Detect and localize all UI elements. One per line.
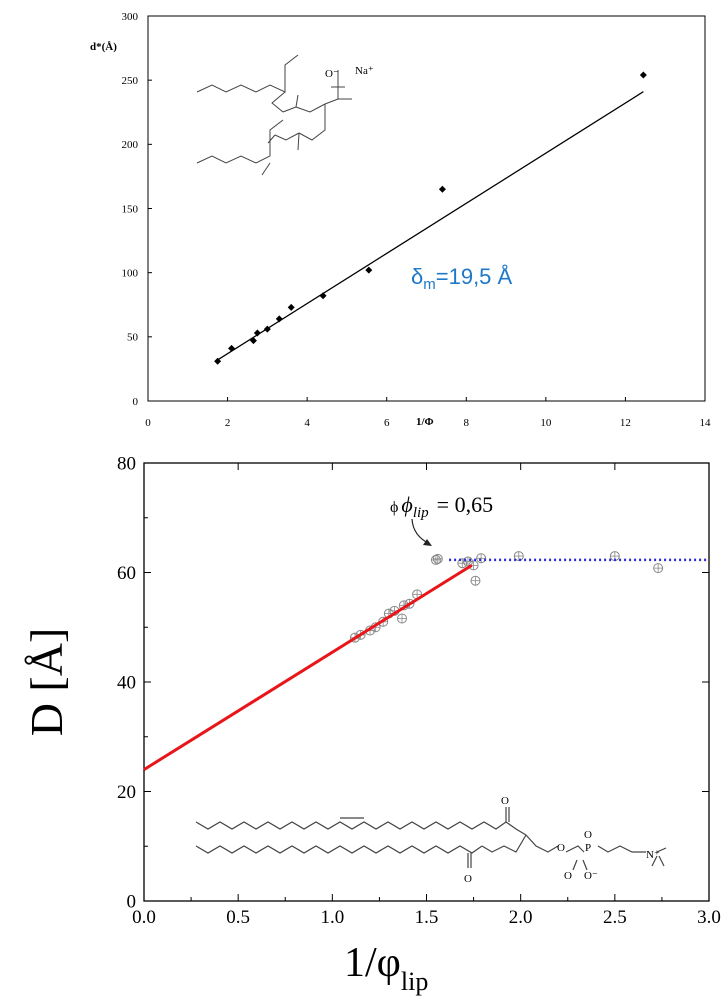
bottom-data-point xyxy=(653,563,664,574)
bottom-y-axis-title: D [Å] xyxy=(21,628,72,737)
popc-label-o4: O xyxy=(584,829,592,841)
top-x-tick-label: 14 xyxy=(700,417,712,429)
popc-label-o2: O xyxy=(464,873,472,885)
popc-label-o5: O xyxy=(564,870,572,882)
top-y-tick-label: 300 xyxy=(122,11,139,23)
bottom-x-tick-label: 3.0 xyxy=(697,907,721,928)
bottom-x-tick-label: 1.5 xyxy=(415,907,439,928)
top-data-point xyxy=(287,303,295,311)
popc-label-o-minus: O⁻ xyxy=(584,870,598,882)
top-y-tick-label: 250 xyxy=(122,75,139,87)
bottom-x-tick-label: 2.0 xyxy=(509,907,533,928)
top-tick-labels: 0 2 4 6 8 10 12 14 0 50 100 150 200 250 300 xyxy=(122,11,712,429)
bottom-data-point xyxy=(457,558,468,569)
top-data-point xyxy=(253,329,261,337)
top-y-tick-label: 150 xyxy=(122,203,139,215)
bottom-x-axis-title: 1/φlip xyxy=(344,940,428,996)
top-x-tick-label: 4 xyxy=(304,417,310,429)
bottom-chart: 0.0 0.5 1.0 1.5 2.0 2.5 3.0 0 20 40 60 80 D [Å] 1/φ… xyxy=(21,454,721,996)
bottom-x-axis-title-sub: lip xyxy=(401,967,428,996)
top-data-point xyxy=(365,266,373,274)
top-marks xyxy=(214,71,647,365)
bottom-x-tick-label: 0.5 xyxy=(226,907,250,928)
bottom-fit-line xyxy=(143,564,473,771)
top-x-axis-title: 1/Φ xyxy=(416,416,434,428)
bottom-x-axis-title-main: 1/φ xyxy=(344,940,401,986)
top-x-tick-label: 10 xyxy=(540,417,552,429)
bottom-annotation-arrow xyxy=(411,518,432,546)
top-annotation: δm=19,5 Å xyxy=(411,264,513,293)
bottom-x-tick-label: 2.5 xyxy=(603,907,627,928)
bottom-marks xyxy=(143,551,709,771)
bottom-data-point xyxy=(513,551,524,562)
bottom-annotation-phi: ϕ xyxy=(401,492,412,517)
top-plot-frame xyxy=(147,15,706,402)
aot-molecule-structure xyxy=(196,54,352,176)
bottom-ticks xyxy=(143,462,710,902)
bottom-y-tick-label: 60 xyxy=(117,563,136,584)
bottom-tick-labels: 0.0 0.5 1.0 1.5 2.0 2.5 3.0 0 20 40 60 80 xyxy=(117,454,721,928)
bottom-x-tick-label: 0.0 xyxy=(132,907,156,928)
top-y-tick-label: 0 xyxy=(133,396,139,408)
bottom-annotation-symbol: ϕ xyxy=(390,499,398,516)
bottom-annotation: ϕ ϕlip = 0,65 xyxy=(390,492,493,521)
bottom-y-tick-label: 80 xyxy=(117,454,136,475)
top-x-tick-label: 8 xyxy=(464,417,470,429)
bottom-y-tick-label: 20 xyxy=(117,782,136,803)
popc-label-p: P xyxy=(585,842,591,854)
bottom-y-tick-label: 0 xyxy=(127,892,137,913)
top-data-point xyxy=(639,71,647,79)
bottom-annotation-sub: lip xyxy=(413,505,429,521)
bottom-data-point xyxy=(430,554,441,565)
top-x-tick-label: 2 xyxy=(225,417,231,429)
popc-label-o3: O xyxy=(557,842,565,854)
top-x-tick-label: 6 xyxy=(384,417,390,429)
popc-molecule-structure xyxy=(195,807,667,871)
top-data-point xyxy=(438,185,446,193)
popc-label-n-plus: N⁺ xyxy=(646,849,660,861)
top-annotation-sub: m xyxy=(423,276,436,293)
top-structure-label-na: Na⁺ xyxy=(355,65,374,77)
bottom-data-point xyxy=(432,553,443,564)
popc-label-o1: O xyxy=(501,795,509,807)
bottom-x-tick-label: 1.0 xyxy=(320,907,344,928)
bottom-data-point xyxy=(476,553,487,564)
top-y-tick-label: 100 xyxy=(122,268,139,280)
bottom-plot-frame xyxy=(143,462,710,902)
bottom-data-point xyxy=(470,575,481,586)
top-fit-line xyxy=(215,91,644,362)
top-x-tick-label: 12 xyxy=(620,417,631,429)
top-y-tick-label: 50 xyxy=(127,332,139,344)
top-x-tick-label: 0 xyxy=(145,417,151,429)
top-annotation-suffix: =19,5 Å xyxy=(436,264,513,289)
top-y-tick-label: 200 xyxy=(122,139,139,151)
top-structure-label-o: O⁻ xyxy=(325,68,339,80)
top-y-axis-title: d*(Å) xyxy=(90,41,117,53)
bottom-annotation-value: = 0,65 xyxy=(437,492,493,517)
top-ticks xyxy=(147,15,706,402)
bottom-data-point xyxy=(397,613,408,624)
top-annotation-prefix: δ xyxy=(411,264,423,289)
bottom-y-tick-label: 40 xyxy=(117,673,136,694)
